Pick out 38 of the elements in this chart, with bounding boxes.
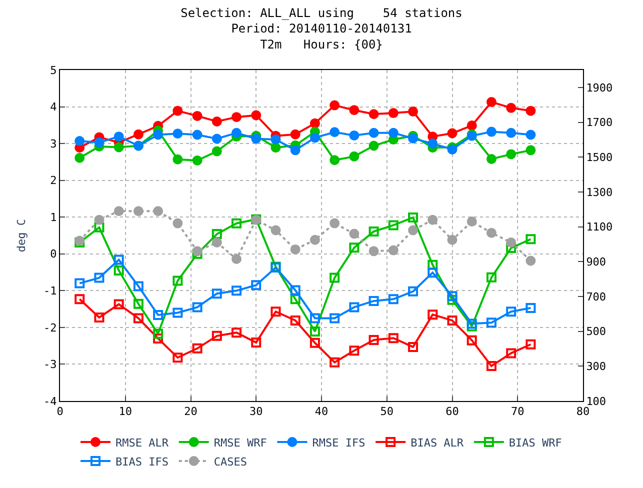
y2-tick-label: 1700 xyxy=(586,116,613,130)
y2-tick-label: 100 xyxy=(586,394,606,408)
y2-tick-label: 300 xyxy=(586,360,606,374)
chart-title: Selection: ALL_ALL using 54 stations xyxy=(180,6,462,20)
y-tick-label: -1 xyxy=(44,284,57,298)
y-tick-label: 3 xyxy=(50,137,57,150)
legend-label: RMSE ALR xyxy=(116,436,169,450)
y-tick-label: -2 xyxy=(44,321,57,334)
y-tick-label: 1 xyxy=(50,210,57,224)
legend-label: BIAS WRF xyxy=(508,436,562,450)
y-tick-label: 4 xyxy=(50,100,58,114)
y-tick-label: 0 xyxy=(50,248,57,261)
legend-label: BIAS ALR xyxy=(410,436,464,450)
legend-label: BIAS IFS xyxy=(116,455,168,468)
x-tick-label: 10 xyxy=(118,405,132,418)
x-tick-label: 30 xyxy=(250,405,263,418)
legend-label: RMSE IFS xyxy=(312,436,366,450)
y2-tick-label: 1900 xyxy=(586,81,613,94)
x-tick-label: 20 xyxy=(184,405,198,418)
y2-tick-label: 900 xyxy=(586,255,606,268)
y2-tick-label: 1100 xyxy=(586,220,613,234)
y-tick-label: -4 xyxy=(44,394,58,408)
x-tick-label: 60 xyxy=(446,405,459,418)
legend-label: CASES xyxy=(214,455,247,468)
x-tick-label: 80 xyxy=(576,405,590,418)
legend-label: RMSE WRF xyxy=(214,436,267,450)
y2-tick-label: 700 xyxy=(586,290,606,304)
y-tick-label: -3 xyxy=(44,358,57,372)
chart-subtitle: Period: 20140110-20140131 T2m Hours: {00} xyxy=(231,22,412,52)
x-tick-label: 70 xyxy=(511,405,524,418)
y2-tick-label: 500 xyxy=(586,325,606,338)
y-tick-label: 5 xyxy=(50,64,57,77)
y2-tick-label: 1500 xyxy=(586,150,613,164)
y-axis-title: deg C xyxy=(15,218,28,252)
x-tick-label: 40 xyxy=(314,405,328,418)
y2-tick-label: 1300 xyxy=(586,186,613,199)
y-tick-label: 2 xyxy=(50,174,57,188)
x-tick-label: 50 xyxy=(380,405,394,418)
